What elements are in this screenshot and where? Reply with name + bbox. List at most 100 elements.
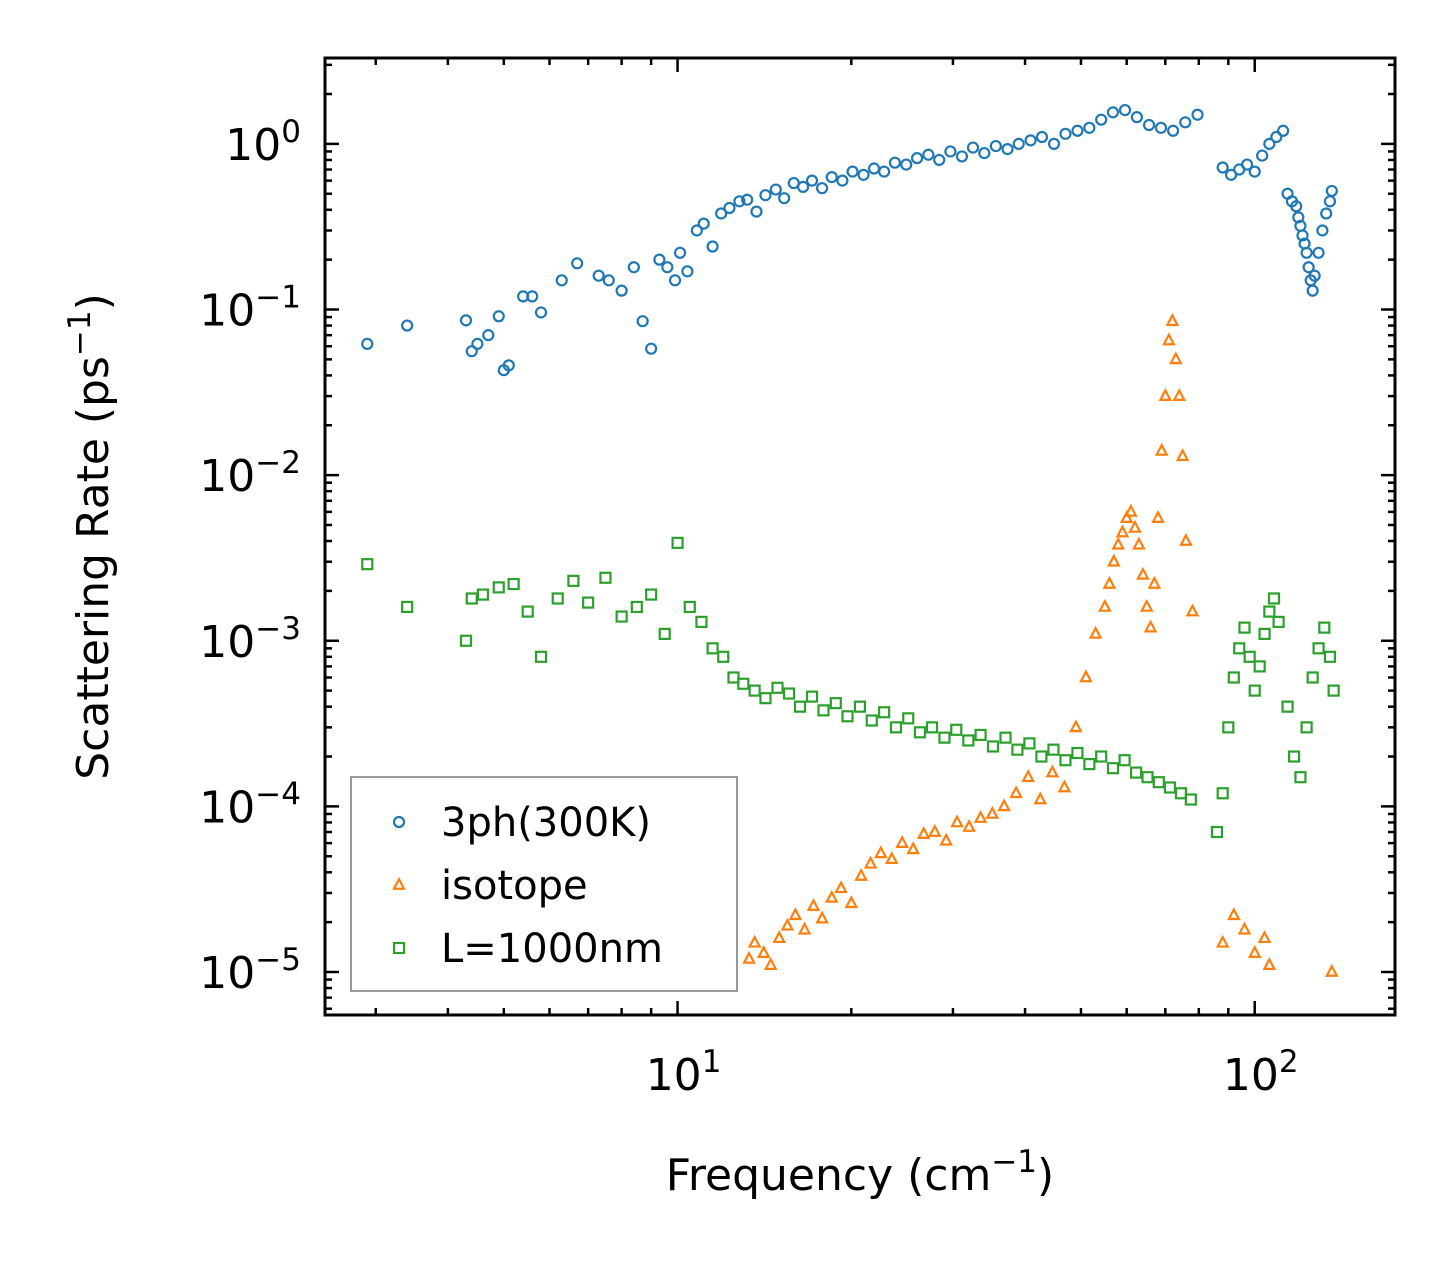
- data-point: [1106, 106, 1120, 119]
- series-0: [361, 103, 1338, 377]
- data-point: [1247, 945, 1262, 958]
- data-point: [1083, 757, 1096, 771]
- data-point: [834, 880, 848, 894]
- data-point: [592, 269, 605, 282]
- data-point: [825, 171, 838, 184]
- data-point: [863, 855, 878, 869]
- data-point: [1141, 771, 1154, 784]
- data-point: [1253, 660, 1266, 673]
- data-point: [492, 581, 505, 594]
- data-point: [1169, 351, 1183, 365]
- data-point: [1290, 200, 1303, 213]
- data-point: [1147, 575, 1162, 589]
- series-2: [361, 536, 1340, 839]
- data-point: [1132, 536, 1146, 550]
- data-point: [526, 290, 539, 303]
- data-point: [913, 726, 927, 739]
- data-point: [974, 728, 987, 742]
- data-point: [1035, 750, 1048, 763]
- data-point: [695, 615, 708, 628]
- data-point: [1088, 625, 1103, 639]
- data-point: [841, 710, 854, 723]
- data-point: [582, 596, 595, 609]
- data-point: [1172, 387, 1187, 401]
- data-point: [673, 246, 687, 259]
- data-point: [769, 183, 782, 196]
- data-point: [1318, 621, 1331, 634]
- data-point: [1316, 224, 1329, 237]
- data-point: [763, 957, 778, 970]
- data-point: [1154, 442, 1169, 456]
- data-point: [723, 201, 736, 215]
- data-point: [737, 677, 750, 690]
- data-point: [1175, 448, 1190, 462]
- y-tick-label: 10−3: [199, 611, 301, 668]
- data-point: [1107, 553, 1121, 567]
- data-point: [944, 145, 957, 158]
- data-point: [999, 731, 1012, 744]
- data-point: [482, 329, 495, 342]
- data-point: [1142, 118, 1156, 132]
- data-point: [645, 588, 658, 601]
- data-point: [865, 714, 878, 727]
- data-point: [1047, 743, 1060, 756]
- data-point: [615, 284, 628, 297]
- data-point: [815, 182, 829, 195]
- legend-label: 3ph(300K): [441, 800, 651, 846]
- data-point: [780, 917, 795, 931]
- x-tick-label: 101: [646, 1044, 722, 1101]
- legend-marker: [392, 815, 406, 829]
- y-tick-label: 100: [225, 114, 301, 171]
- data-point: [361, 558, 374, 571]
- y-tick-label: 10−1: [199, 280, 301, 337]
- data-point: [978, 146, 991, 160]
- data-point: [748, 684, 761, 697]
- data-point: [878, 706, 891, 719]
- data-point: [1277, 124, 1290, 137]
- data-point: [997, 798, 1011, 812]
- data-point: [900, 158, 913, 171]
- data-point: [1047, 137, 1061, 150]
- plot-frame: [323, 56, 1397, 1017]
- data-point: [1083, 121, 1096, 134]
- data-point: [1111, 536, 1126, 550]
- data-point: [1306, 671, 1319, 684]
- data-point: [1124, 503, 1138, 517]
- data-point: [1079, 669, 1093, 683]
- data-point: [793, 700, 807, 713]
- data-point: [1210, 825, 1224, 839]
- data-point: [727, 671, 740, 684]
- data-point: [1059, 127, 1072, 140]
- data-point: [962, 734, 975, 747]
- data-point: [1143, 619, 1158, 633]
- data-point: [1227, 907, 1241, 921]
- data-point: [927, 823, 942, 837]
- data-point: [916, 826, 931, 839]
- data-point: [1115, 524, 1130, 538]
- data-point: [1098, 598, 1112, 612]
- data-point: [1136, 566, 1150, 580]
- data-point: [1130, 766, 1143, 779]
- data-point: [645, 342, 658, 355]
- y-axis-title: Scattering Rate (ps−1): [62, 293, 119, 780]
- data-point: [1300, 721, 1313, 734]
- axis-titles: Frequency (cm−1) Scattering Rate (ps−1): [62, 293, 1054, 1201]
- data-point: [895, 835, 909, 848]
- data-point: [1248, 684, 1261, 697]
- data-point: [361, 337, 374, 350]
- data-point: [867, 162, 881, 175]
- data-point: [615, 610, 628, 623]
- data-point: [1009, 785, 1023, 799]
- data-point: [733, 195, 746, 208]
- data-point: [1294, 771, 1307, 784]
- data-point: [476, 588, 490, 601]
- data-point: [661, 261, 674, 274]
- legend-marker: [392, 876, 406, 890]
- data-point: [1258, 627, 1271, 640]
- data-point: [1262, 957, 1277, 970]
- data-point: [836, 174, 849, 187]
- data-point: [854, 867, 868, 881]
- data-point: [1012, 137, 1025, 150]
- data-point: [683, 600, 696, 614]
- legend-label: L=1000nm: [441, 926, 663, 972]
